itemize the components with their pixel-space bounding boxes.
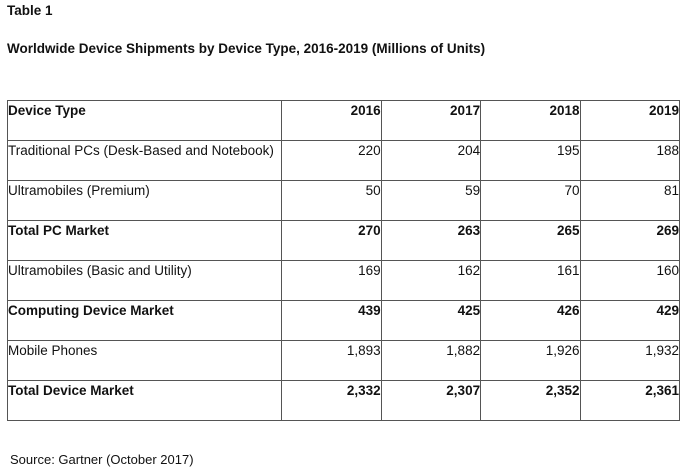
table-cell: 59: [380, 180, 482, 221]
table-cell: 50: [281, 180, 382, 221]
table-cell: 70: [480, 180, 581, 221]
table-cell: 429: [579, 300, 680, 341]
source-note: Source: Gartner (October 2017): [10, 452, 194, 467]
column-header: 2017: [380, 100, 482, 141]
table-cell: 263: [380, 220, 482, 261]
table-label: Table 1: [7, 3, 53, 18]
column-header: 2016: [281, 100, 382, 141]
table-header-row: Device Type 2016 2017 2018 2019: [6, 100, 680, 141]
device-shipments-table: Device Type 2016 2017 2018 2019 Traditio…: [6, 100, 680, 421]
table-cell: 160: [579, 260, 680, 301]
table-row: Total PC Market 270 263 265 269: [6, 220, 680, 261]
column-header: 2018: [480, 100, 581, 141]
column-header: Device Type: [6, 100, 283, 141]
table-cell: 188: [579, 140, 680, 181]
table-cell: 2,361: [579, 380, 680, 421]
table-cell: 1,882: [380, 340, 482, 381]
table-cell: 2,307: [380, 380, 482, 421]
row-label: Computing Device Market: [6, 300, 283, 341]
table-cell: 195: [480, 140, 581, 181]
row-label: Mobile Phones: [6, 340, 283, 381]
table-cell: 2,352: [480, 380, 581, 421]
table-row: Ultramobiles (Premium) 50 59 70 81: [6, 180, 680, 221]
row-label: Ultramobiles (Basic and Utility): [6, 260, 283, 301]
table-cell: 426: [480, 300, 581, 341]
table-cell: 161: [480, 260, 581, 301]
row-label: Total PC Market: [6, 220, 283, 261]
table-cell: 270: [281, 220, 382, 261]
table-cell: 204: [380, 140, 482, 181]
table-cell: 425: [380, 300, 482, 341]
table-cell: 265: [480, 220, 581, 261]
table-row: Mobile Phones 1,893 1,882 1,926 1,932: [6, 340, 680, 381]
table-cell: 2,332: [281, 380, 382, 421]
table-row: Total Device Market 2,332 2,307 2,352 2,361: [6, 380, 680, 421]
row-label: Total Device Market: [6, 380, 283, 421]
table-cell: 269: [579, 220, 680, 261]
row-label: Traditional PCs (Desk-Based and Notebook…: [6, 140, 283, 181]
table-cell: 1,893: [281, 340, 382, 381]
table-cell: 162: [380, 260, 482, 301]
table-cell: 1,926: [480, 340, 581, 381]
table-cell: 169: [281, 260, 382, 301]
table-cell: 1,932: [579, 340, 680, 381]
column-header: 2019: [579, 100, 680, 141]
table-row: Computing Device Market 439 425 426 429: [6, 300, 680, 341]
row-label: Ultramobiles (Premium): [6, 180, 283, 221]
table-cell: 81: [579, 180, 680, 221]
table-cell: 220: [281, 140, 382, 181]
table-title: Worldwide Device Shipments by Device Typ…: [7, 41, 486, 56]
table-cell: 439: [281, 300, 382, 341]
table-row: Traditional PCs (Desk-Based and Notebook…: [6, 140, 680, 181]
table-row: Ultramobiles (Basic and Utility) 169 162 16…: [6, 260, 680, 301]
